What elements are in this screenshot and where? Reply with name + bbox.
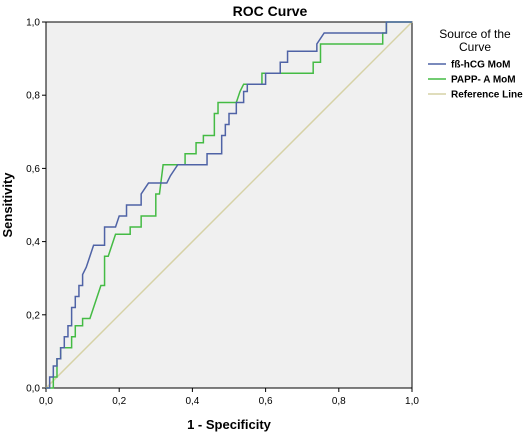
x-tick-label: 0,0 bbox=[39, 396, 53, 407]
axis-ticks: 0,0 0,2 0,4 0,6 0,8 1,0 0,0 0,2 0,4 0,6 0,8 1,0 bbox=[26, 18, 419, 408]
series-layer bbox=[45, 21, 413, 389]
y-axis-title: Sensitivity bbox=[0, 172, 15, 238]
chart-title: ROC Curve bbox=[233, 3, 308, 19]
legend-label: Reference Line bbox=[451, 90, 523, 101]
y-tick-label: 0,2 bbox=[26, 310, 40, 321]
legend-label: PAPP- A MoM bbox=[451, 75, 516, 86]
legend: Source of the Curve fß-hCG MoM PAPP- A Mo… bbox=[428, 27, 523, 101]
y-tick-label: 0,6 bbox=[26, 164, 40, 175]
y-tick-label: 0,0 bbox=[26, 384, 40, 395]
x-tick-label: 0,8 bbox=[332, 396, 346, 407]
x-tick-label: 0,2 bbox=[112, 396, 126, 407]
x-tick-label: 0,6 bbox=[259, 396, 273, 407]
legend-items: fß-hCG MoM PAPP- A MoM Reference Line bbox=[428, 60, 523, 101]
y-tick-label: 0,4 bbox=[26, 237, 40, 248]
x-axis-title: 1 - Specificity bbox=[187, 417, 272, 432]
legend-title-line1: Source of the bbox=[439, 27, 511, 41]
x-tick-label: 1,0 bbox=[405, 396, 419, 407]
series-line-reference-line bbox=[45, 21, 413, 389]
y-tick-label: 0,8 bbox=[26, 91, 40, 102]
legend-title-line2: Curve bbox=[459, 40, 491, 54]
x-tick-label: 0,4 bbox=[185, 396, 199, 407]
legend-label: fß-hCG MoM bbox=[451, 60, 510, 71]
series-line-papp-a-mom bbox=[46, 21, 412, 389]
y-tick-label: 1,0 bbox=[26, 18, 40, 29]
series-line-f-hcg-mom bbox=[46, 21, 412, 389]
